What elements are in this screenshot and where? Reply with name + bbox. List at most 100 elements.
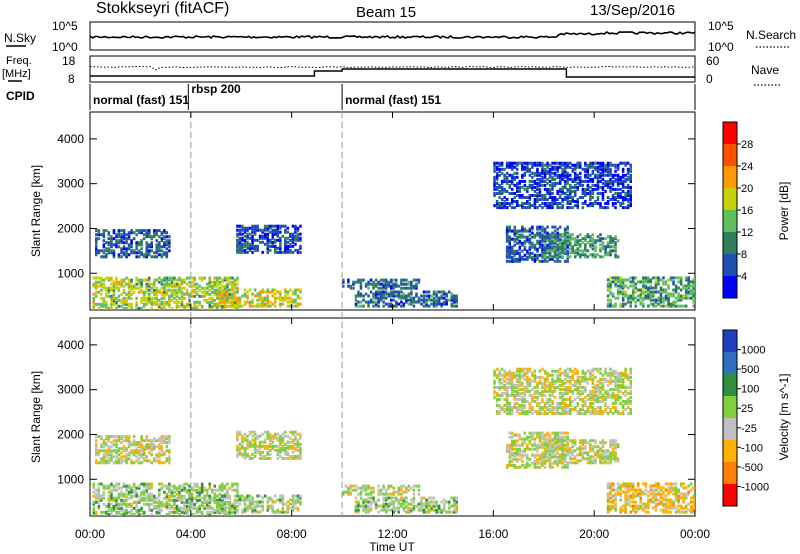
velocity-cell bbox=[281, 500, 285, 504]
power-cell bbox=[432, 300, 436, 304]
velocity-cell bbox=[170, 498, 174, 502]
velocity-cell bbox=[100, 445, 103, 449]
velocity-cell bbox=[538, 439, 542, 443]
power-cell bbox=[125, 298, 128, 302]
velocity-cell bbox=[543, 437, 547, 441]
velocity-cell bbox=[110, 435, 113, 439]
velocity-cell bbox=[574, 461, 577, 465]
power-cell bbox=[558, 235, 562, 239]
power-cell bbox=[576, 173, 579, 177]
velocity-cell bbox=[437, 506, 441, 510]
velocity-cell bbox=[601, 445, 605, 449]
velocity-cell bbox=[188, 498, 191, 502]
power-cell bbox=[195, 300, 199, 304]
velocity-cell bbox=[505, 443, 509, 447]
power-cell bbox=[231, 298, 234, 302]
power-cell bbox=[571, 200, 574, 203]
power-cell bbox=[440, 290, 443, 294]
power-cell bbox=[276, 226, 279, 230]
power-cell bbox=[642, 290, 645, 294]
velocity-cell bbox=[243, 446, 247, 450]
power-cell bbox=[601, 206, 605, 210]
power-cell bbox=[236, 246, 239, 250]
power-cell bbox=[243, 244, 247, 248]
power-cell bbox=[604, 181, 607, 185]
velocity-cell bbox=[548, 447, 552, 451]
power-cell bbox=[236, 290, 239, 294]
velocity-cell bbox=[142, 451, 146, 455]
power-cell bbox=[105, 288, 108, 292]
velocity-cell bbox=[281, 498, 285, 502]
power-cell bbox=[563, 233, 567, 237]
power-cell bbox=[130, 286, 133, 290]
velocity-cell bbox=[158, 502, 161, 506]
power-cell bbox=[175, 300, 179, 304]
velocity-cell bbox=[611, 453, 615, 457]
power-cell bbox=[629, 202, 632, 205]
power-cell bbox=[155, 255, 158, 259]
power-cell bbox=[243, 240, 247, 244]
velocity-cell bbox=[246, 506, 249, 510]
velocity-cell bbox=[594, 441, 597, 445]
velocity-cell bbox=[609, 455, 612, 459]
power-cell bbox=[122, 251, 126, 255]
power-cell bbox=[611, 294, 615, 298]
velocity-cell bbox=[127, 451, 131, 455]
velocity-cell bbox=[107, 486, 111, 490]
power-cell bbox=[551, 183, 554, 187]
velocity-cell bbox=[178, 498, 181, 502]
velocity-cell bbox=[168, 482, 171, 486]
power-cell bbox=[185, 288, 189, 292]
power-cell bbox=[619, 177, 622, 181]
power-cell bbox=[105, 300, 108, 304]
velocity-cell bbox=[412, 492, 416, 496]
power-cell bbox=[556, 173, 559, 177]
power-cell bbox=[221, 278, 224, 282]
velocity-cell bbox=[145, 443, 148, 447]
power-cell bbox=[619, 278, 622, 282]
power-cell bbox=[135, 241, 138, 245]
power-cell bbox=[173, 278, 176, 282]
power-cell bbox=[92, 276, 95, 280]
power-cell bbox=[357, 294, 360, 298]
velocity-cell bbox=[236, 484, 239, 488]
power-cell bbox=[621, 198, 625, 201]
velocity-cell bbox=[208, 484, 211, 488]
velocity-cell bbox=[145, 488, 148, 492]
power-cell bbox=[596, 198, 600, 201]
velocity-cell bbox=[188, 508, 191, 512]
velocity-cell bbox=[604, 451, 607, 455]
velocity-cell bbox=[601, 441, 605, 445]
velocity-cell bbox=[132, 441, 136, 445]
power-cell bbox=[621, 185, 625, 189]
velocity-cell bbox=[392, 504, 395, 508]
power-cell bbox=[591, 247, 595, 251]
velocity-cell bbox=[425, 504, 428, 508]
velocity-cell bbox=[566, 443, 569, 447]
velocity-cell bbox=[150, 502, 153, 506]
velocity-cell bbox=[546, 439, 549, 443]
velocity-cell bbox=[543, 449, 547, 453]
power-cell bbox=[621, 161, 625, 165]
velocity-cell bbox=[518, 451, 521, 455]
velocity-cell bbox=[185, 498, 189, 502]
power-cell bbox=[200, 294, 204, 298]
power-cell bbox=[591, 253, 595, 257]
power-cell bbox=[626, 278, 630, 282]
power-cell bbox=[629, 204, 632, 208]
velocity-cell bbox=[369, 492, 373, 496]
power-cell bbox=[611, 204, 615, 208]
power-cell bbox=[594, 255, 597, 259]
velocity-cell bbox=[92, 484, 95, 488]
power-cell bbox=[569, 206, 572, 210]
power-cell bbox=[546, 181, 549, 185]
power-cell bbox=[548, 167, 552, 171]
power-cell bbox=[523, 239, 527, 243]
power-cell bbox=[170, 284, 174, 288]
power-cell bbox=[619, 302, 622, 306]
power-cell bbox=[367, 302, 370, 306]
power-cell bbox=[374, 278, 378, 282]
velocity-cell bbox=[400, 504, 403, 508]
power-cell bbox=[110, 296, 113, 300]
power-cell bbox=[437, 298, 441, 302]
